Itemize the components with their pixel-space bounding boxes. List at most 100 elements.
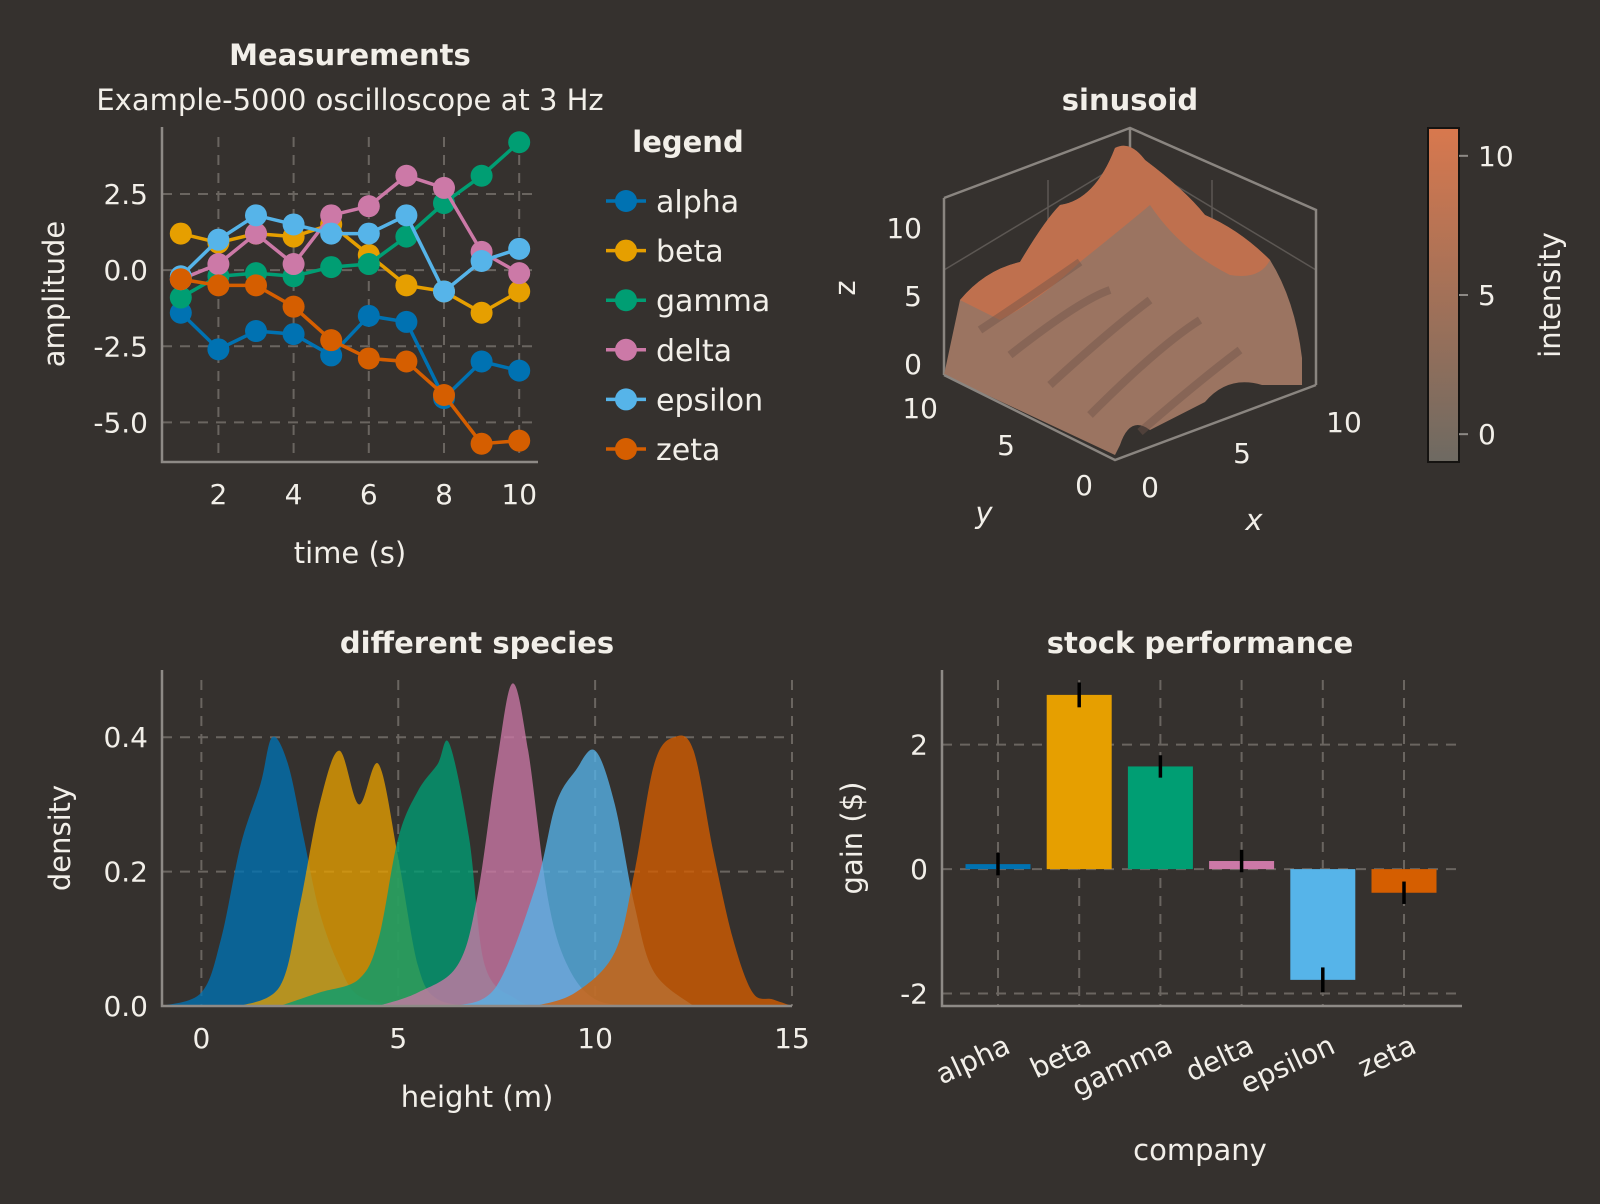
data-point-zeta (207, 274, 230, 297)
data-point-alpha (357, 304, 380, 327)
density-chart-series (162, 683, 792, 1006)
density-chart-ylabel: density (43, 785, 77, 891)
legend-item-beta: beta (606, 235, 724, 270)
data-point-delta (395, 164, 418, 187)
x-axis-label: x (1244, 503, 1263, 537)
data-point-epsilon (508, 237, 531, 260)
line-chart-ticks: 2 4 6 8 10 -5.0 -2.5 0.0 2.5 (93, 178, 537, 511)
data-point-epsilon (207, 228, 230, 251)
colorbar-label: intensity (1533, 232, 1567, 358)
x-tick-label: 0 (192, 1022, 210, 1055)
series-line-beta (180, 222, 521, 315)
data-point-alpha (470, 350, 493, 373)
y-tick-label: 0 (910, 853, 928, 886)
colorbar-tick-label: 5 (1478, 279, 1496, 312)
z-tick-label: 0 (904, 348, 922, 381)
line-chart-series (169, 131, 531, 455)
surface-panel: sinusoid 10 5 0 10 5 0 0 5 10 z y x 0510… (828, 83, 1567, 537)
density-chart-xlabel: height (m) (401, 1080, 554, 1114)
legend-swatch-marker (615, 388, 637, 411)
y-tick-label: 0.0 (103, 254, 148, 287)
legend-label: alpha (656, 185, 739, 220)
line-chart-ylabel: amplitude (37, 221, 71, 368)
surface-title: sinusoid (1062, 83, 1198, 117)
data-point-beta (169, 222, 192, 245)
data-point-gamma (508, 131, 531, 154)
x-tick-label: zeta (1353, 1028, 1421, 1083)
surface-valleys (977, 258, 1243, 436)
data-point-zeta (169, 268, 192, 291)
data-point-delta (245, 222, 267, 245)
data-point-alpha (320, 344, 343, 367)
y-tick-label: 5 (997, 429, 1015, 462)
data-point-epsilon (282, 213, 305, 236)
data-point-gamma (470, 164, 493, 187)
y-tick-label: 10 (902, 392, 938, 425)
line-chart-panel: Measurements Example-5000 oscilloscope a… (37, 38, 770, 570)
data-point-alpha (508, 359, 531, 382)
y-tick-label: -2.5 (93, 330, 148, 363)
legend-item-zeta: zeta (606, 433, 720, 468)
data-point-gamma (395, 225, 418, 248)
colorbar (1427, 127, 1460, 463)
data-point-beta (508, 280, 531, 303)
line-chart-xlabel: time (s) (294, 536, 406, 570)
data-point-delta (320, 204, 343, 227)
data-point-epsilon (470, 250, 493, 272)
data-point-gamma (169, 286, 192, 309)
density-area-alpha (162, 736, 399, 1006)
data-point-epsilon (395, 204, 418, 227)
density-area-zeta (536, 735, 792, 1006)
line-chart-subtitle: Example-5000 oscilloscope at 3 Hz (96, 83, 603, 117)
data-point-zeta (357, 347, 380, 370)
data-point-zeta (282, 295, 305, 318)
density-area-delta (378, 683, 635, 1006)
legend-item-delta: delta (606, 334, 732, 369)
bar-beta (1046, 694, 1112, 870)
x-tick-label: 10 (1326, 406, 1362, 439)
data-point-delta (433, 176, 455, 199)
x-tick-label: epsilon (1235, 1028, 1340, 1100)
bar-chart-grid (942, 680, 1462, 1006)
x-tick-label: 5 (389, 1022, 407, 1055)
legend-item-alpha: alpha (606, 185, 739, 220)
y-tick-label: -5.0 (93, 406, 148, 439)
x-tick-label: 5 (1233, 437, 1251, 470)
legend-swatch-marker (615, 289, 637, 312)
bar-chart-axes (940, 670, 1462, 1008)
data-point-delta (357, 195, 380, 218)
data-point-epsilon (433, 280, 455, 303)
data-point-gamma (357, 253, 380, 276)
y-tick-label: 2 (910, 729, 928, 762)
bar-chart-bars (965, 682, 1437, 993)
density-chart-axes (160, 670, 792, 1008)
y-tick-label: -2 (900, 978, 928, 1011)
data-point-delta (207, 253, 230, 276)
bar-zeta (1371, 869, 1437, 893)
data-point-delta (282, 253, 305, 276)
data-point-alpha (207, 338, 230, 361)
x-tick-label: 2 (209, 478, 227, 511)
surface-front-edges (943, 373, 1317, 462)
series-line-epsilon (179, 212, 520, 295)
data-point-alpha (245, 320, 267, 343)
x-tick-label: 4 (285, 478, 303, 511)
data-point-epsilon (245, 204, 267, 227)
x-tick-label: 15 (774, 1022, 810, 1055)
y-axis-label: y (974, 496, 993, 530)
legend-swatch-marker (615, 239, 637, 262)
data-point-zeta (433, 384, 455, 406)
bar-chart-ylabel: gain ($) (835, 782, 869, 895)
legend-label: epsilon (656, 383, 763, 418)
series-line-alpha (179, 311, 520, 401)
legend-item-epsilon: epsilon (606, 383, 763, 418)
bar-chart-xlabel: company (1133, 1133, 1267, 1167)
legend-label: beta (656, 235, 724, 270)
data-point-beta (395, 274, 418, 297)
bar-gamma (1127, 766, 1193, 870)
legend-title: legend (632, 125, 743, 159)
x-tick-label: 8 (435, 478, 453, 511)
data-point-epsilon (357, 222, 380, 245)
y-tick-label: 0.4 (103, 721, 148, 754)
